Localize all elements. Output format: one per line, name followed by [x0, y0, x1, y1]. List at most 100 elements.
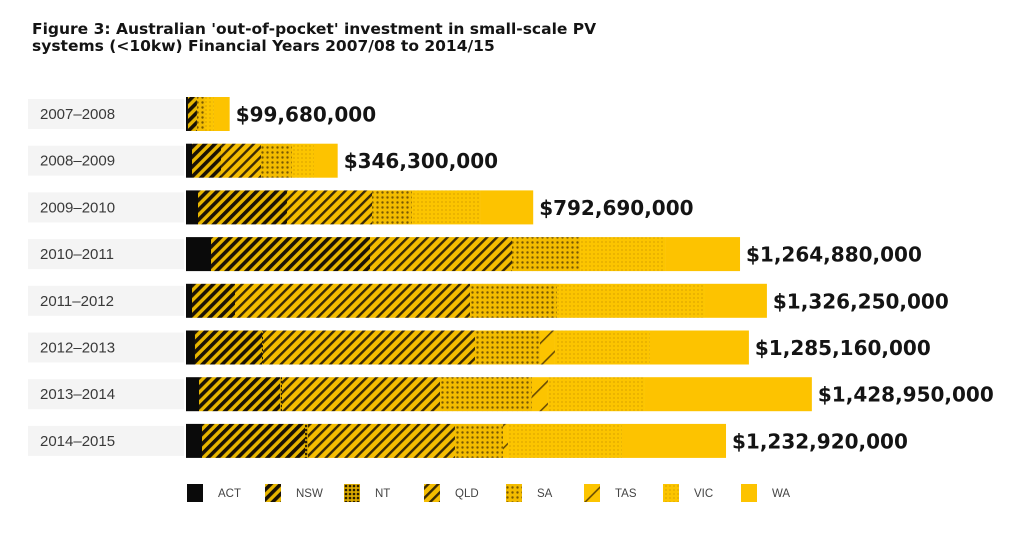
- legend-item-sa: SA: [506, 484, 553, 502]
- bar-row: 2013–2014 $1,428,950,000: [28, 377, 994, 412]
- bar-segment-tas: [502, 423, 508, 458]
- bar-segment-sa: [512, 237, 581, 272]
- bar-row: 2014–2015 $1,232,920,000: [28, 423, 908, 458]
- category-label: 2013–2014: [40, 386, 115, 403]
- total-value-label: $1,232,920,000: [732, 429, 908, 453]
- total-value-label: $792,690,000: [539, 196, 693, 220]
- legend-swatch: [187, 484, 203, 502]
- bar-segment-nt: [261, 330, 263, 365]
- legend-label: TAS: [615, 488, 637, 500]
- bar-segment-vic: [412, 190, 481, 225]
- bar-rows: 2007–2008 $99,680,000 2008–2009 $346,300,00…: [28, 97, 994, 458]
- bar-segment-act: [186, 190, 198, 225]
- bar-segment-tas: [531, 377, 548, 412]
- bar-segment-act: [186, 423, 202, 458]
- category-label: 2012–2013: [40, 340, 115, 357]
- legend-item-act: ACT: [187, 484, 241, 502]
- category-label-band: [28, 285, 184, 316]
- chart-title-line-1: Figure 3: Australian 'out-of-pocket' inv…: [32, 20, 597, 38]
- bar-segment-sa: [440, 377, 532, 412]
- bar-segment-wa: [480, 190, 534, 225]
- bar-segment-vic: [556, 283, 705, 318]
- bar-segment-nsw: [211, 237, 370, 272]
- total-value-label: $1,285,160,000: [755, 336, 931, 360]
- legend-swatch: [741, 484, 757, 502]
- legend-label: ACT: [218, 488, 241, 500]
- category-label-band: [28, 379, 184, 410]
- legend: ACT NSW NT QLD SA TAS VIC WA: [187, 484, 790, 502]
- legend-item-wa: WA: [741, 484, 790, 502]
- category-label: 2008–2009: [40, 153, 115, 170]
- legend-label: NT: [375, 488, 390, 500]
- bar-segment-nsw: [192, 143, 221, 178]
- bar-segment-vic: [204, 97, 214, 131]
- category-label: 2014–2015: [40, 433, 115, 450]
- bar-segment-vic: [554, 330, 650, 365]
- bar-row: 2008–2009 $346,300,000: [28, 143, 498, 178]
- category-label: 2009–2010: [40, 199, 115, 216]
- bar-row: 2007–2008 $99,680,000: [28, 97, 376, 131]
- bar-segment-vic: [580, 237, 666, 272]
- bar-segment-act: [186, 97, 188, 131]
- category-label-band: [28, 425, 184, 456]
- bar-segment-qld: [370, 237, 512, 272]
- bar-segment-act: [186, 330, 195, 365]
- category-label-band: [28, 192, 184, 223]
- bar-segment-sa: [454, 423, 503, 458]
- bar-segment-sa: [196, 97, 205, 131]
- bar-segment-qld: [282, 377, 440, 412]
- bar-row: 2010–2011 $1,264,880,000: [28, 237, 922, 272]
- bar-segment-act: [186, 143, 192, 178]
- bar-segment-wa: [213, 97, 230, 131]
- bar-segment-act: [186, 283, 192, 318]
- legend-label: SA: [537, 488, 553, 500]
- legend-swatch: [506, 484, 522, 502]
- bar-segment-qld: [235, 283, 470, 318]
- legend-swatch: [265, 484, 281, 502]
- bar-segment-act: [186, 237, 212, 272]
- bar-segment-nt: [305, 423, 308, 458]
- bar-segment-qld: [221, 143, 261, 178]
- category-label-band: [28, 145, 184, 176]
- bar-segment-nsw: [198, 190, 287, 225]
- bar-segment-nsw: [194, 330, 262, 365]
- bar-segment-tas: [539, 330, 555, 365]
- legend-item-vic: VIC: [663, 484, 713, 502]
- bar-segment-sa: [260, 143, 292, 178]
- legend-item-nsw: NSW: [265, 484, 323, 502]
- bar-segment-qld: [263, 330, 475, 365]
- bar-row: 2009–2010 $792,690,000: [28, 190, 694, 225]
- bar-segment-wa: [704, 283, 767, 318]
- bar-segment-vic: [292, 143, 314, 178]
- category-label: 2011–2012: [40, 293, 114, 310]
- legend-item-tas: TAS: [584, 484, 637, 502]
- bar-segment-act: [186, 377, 200, 412]
- legend-label: NSW: [296, 488, 323, 500]
- bar-segment-wa: [644, 377, 812, 412]
- legend-item-nt: NT: [344, 484, 390, 502]
- bar-segment-nsw: [201, 423, 306, 458]
- bar-segment-wa: [621, 423, 727, 458]
- legend-swatch: [584, 484, 600, 502]
- bar-segment-qld: [307, 423, 455, 458]
- category-label-band: [28, 332, 184, 363]
- bar-row: 2012–2013 $1,285,160,000: [28, 330, 931, 365]
- legend-label: QLD: [455, 488, 479, 500]
- total-value-label: $1,264,880,000: [746, 243, 922, 267]
- legend-swatch: [344, 484, 360, 502]
- bar-segment-nt: [279, 377, 282, 412]
- legend-swatch: [424, 484, 440, 502]
- bar-segment-wa: [649, 330, 749, 365]
- bar-segment-nsw: [199, 377, 280, 412]
- total-value-label: $346,300,000: [344, 149, 498, 173]
- bar-segment-nsw: [187, 97, 197, 131]
- bar-row: 2011–2012 $1,326,250,000: [28, 283, 949, 318]
- legend-label: VIC: [694, 488, 713, 500]
- bar-segment-sa: [470, 283, 557, 318]
- chart-title-line-2: systems (<10kw) Financial Years 2007/08 …: [32, 37, 495, 55]
- legend-item-qld: QLD: [424, 484, 479, 502]
- legend-label: WA: [772, 488, 790, 500]
- bar-segment-wa: [665, 237, 741, 272]
- category-label-band: [28, 99, 184, 129]
